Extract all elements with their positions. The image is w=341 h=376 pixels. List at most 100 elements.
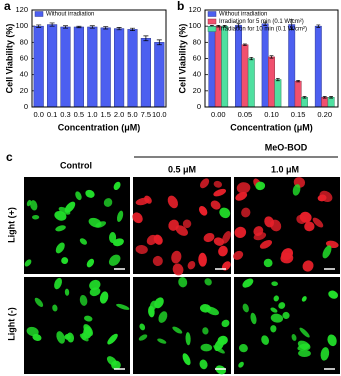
cell	[270, 219, 282, 232]
cell	[34, 297, 44, 307]
cell	[296, 214, 307, 224]
cell	[199, 359, 208, 370]
error-bar	[143, 35, 149, 42]
cell	[233, 250, 244, 260]
cell	[103, 198, 113, 207]
x-axis-label: Concentration (μM)	[230, 122, 313, 132]
error-bar	[269, 55, 274, 59]
cell	[200, 178, 210, 189]
y-tick-label: 20	[20, 86, 28, 95]
cell	[81, 332, 87, 341]
cell	[198, 206, 208, 216]
column-header: 1.0 μM	[271, 164, 299, 174]
error-bar	[222, 25, 227, 28]
cell	[95, 221, 107, 228]
bar	[221, 25, 229, 108]
x-axis-label: Concentration (μM)	[58, 122, 141, 132]
bar	[127, 29, 138, 108]
cell	[259, 240, 273, 249]
cell	[26, 199, 32, 207]
cell	[89, 279, 101, 291]
cell	[239, 343, 248, 353]
cell	[172, 263, 184, 276]
cell	[55, 225, 66, 232]
bar	[241, 44, 249, 108]
error-bar	[329, 96, 333, 99]
column-header: Control	[60, 160, 92, 170]
cell	[99, 291, 109, 304]
cell	[238, 361, 244, 368]
bar	[301, 97, 308, 108]
bar	[47, 24, 58, 108]
cell	[86, 258, 95, 268]
x-tick-label: 0.15	[291, 110, 306, 119]
error-bar	[242, 43, 247, 46]
cell	[205, 306, 219, 316]
bar	[208, 25, 216, 108]
cell	[116, 303, 130, 310]
cell	[182, 353, 191, 366]
cell	[178, 277, 188, 288]
cell	[200, 343, 213, 352]
error-bar	[289, 19, 294, 30]
cell	[32, 214, 40, 220]
cell	[182, 219, 192, 229]
cell	[253, 226, 264, 236]
cell	[54, 210, 67, 221]
cell	[292, 184, 301, 196]
cell	[235, 192, 248, 201]
error-bar	[103, 26, 109, 30]
panel-label: b	[177, 0, 184, 13]
y-tick-label: 120	[188, 5, 201, 14]
cell	[167, 195, 178, 209]
cell	[217, 335, 228, 345]
x-tick-label: 0.5	[74, 110, 84, 119]
cell	[64, 201, 76, 213]
y-tick-label: 40	[193, 70, 201, 79]
bar	[314, 25, 322, 108]
bar	[214, 25, 222, 108]
cell	[109, 231, 117, 244]
bar	[87, 26, 98, 108]
cell	[108, 254, 121, 266]
error-bar	[116, 27, 122, 31]
cell	[278, 302, 286, 309]
cell	[175, 225, 188, 236]
cell	[273, 295, 279, 302]
bar	[261, 23, 269, 108]
group-header: MeO-BOD	[265, 142, 308, 152]
cell	[261, 335, 270, 345]
panel-label: c	[6, 150, 13, 164]
cell	[302, 260, 314, 272]
cell	[30, 200, 38, 211]
cell	[152, 255, 163, 267]
cell	[202, 327, 209, 335]
cell	[242, 278, 254, 288]
cell	[221, 319, 230, 328]
y-tick-label: 60	[20, 53, 28, 62]
cell	[222, 231, 231, 244]
cell	[322, 245, 332, 259]
error-bar	[130, 27, 135, 31]
cell	[64, 288, 70, 296]
error-bar	[302, 96, 307, 99]
cell	[312, 217, 324, 228]
bar	[235, 25, 242, 108]
bar	[114, 28, 125, 108]
legend-swatch	[207, 18, 217, 25]
plot-frame	[31, 9, 167, 108]
x-tick-label: 1.5	[100, 110, 110, 119]
cell	[79, 238, 87, 245]
y-tick-label: 20	[193, 86, 201, 95]
legend-swatch	[34, 11, 44, 17]
cell	[61, 257, 69, 265]
bar	[268, 56, 275, 108]
x-tick-label: 5.0	[127, 110, 137, 119]
cell	[204, 278, 212, 286]
cell	[236, 182, 251, 194]
error-bar	[49, 22, 55, 27]
legend-swatch	[207, 26, 217, 32]
row-header: Light (-)	[6, 307, 16, 340]
error-bar	[275, 77, 280, 82]
